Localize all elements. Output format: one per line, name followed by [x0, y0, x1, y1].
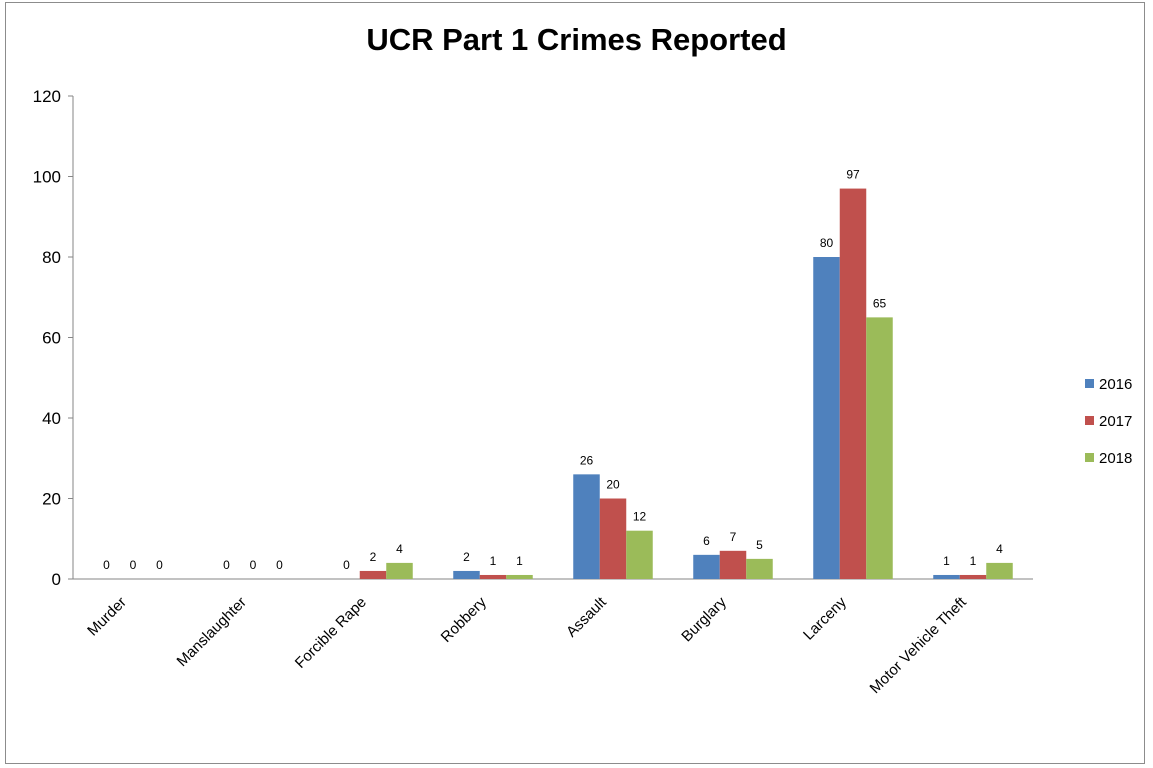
data-label: 26 [580, 453, 594, 467]
data-label: 2 [463, 550, 470, 564]
category-label: Robbery [438, 593, 490, 645]
bar [933, 574, 960, 579]
bar [599, 498, 627, 579]
data-label: 1 [943, 554, 950, 568]
data-label: 65 [873, 296, 887, 310]
data-label: 80 [820, 236, 834, 250]
category-label: Burglary [678, 593, 730, 645]
bar [359, 570, 387, 579]
category-label: Murder [84, 594, 130, 640]
category-label: Manslaughter [174, 594, 250, 670]
bar [986, 562, 1013, 579]
data-label: 4 [996, 542, 1003, 556]
data-label: 0 [103, 558, 110, 572]
data-label: 0 [250, 558, 257, 572]
bar [626, 530, 653, 579]
legend-label: 2017 [1099, 413, 1132, 430]
y-tick-label: 0 [52, 570, 61, 589]
y-tick-label: 100 [33, 168, 61, 187]
bar [866, 317, 893, 579]
data-label: 5 [756, 538, 763, 552]
y-tick-label: 60 [42, 329, 61, 348]
data-label: 6 [703, 534, 710, 548]
bar [719, 550, 747, 579]
data-label: 7 [730, 530, 737, 544]
bars [359, 188, 1013, 579]
data-label: 4 [396, 542, 403, 556]
bar [453, 570, 480, 579]
legend-swatch [1085, 379, 1094, 388]
bar [813, 257, 840, 579]
bar [693, 554, 720, 579]
y-tick-label: 40 [42, 409, 61, 428]
chart-frame [5, 2, 1145, 764]
category-label: Larceny [800, 593, 850, 643]
chart-title: UCR Part 1 Crimes Reported [366, 22, 787, 57]
legend-swatch [1085, 453, 1094, 462]
legend-swatch [1085, 416, 1094, 425]
data-label: 2 [370, 550, 377, 564]
data-label: 0 [156, 558, 163, 572]
y-tick-label: 80 [42, 248, 61, 267]
legend: 2016 2017 2018 [1085, 376, 1132, 467]
bar [746, 558, 773, 579]
category-labels: Murder Manslaughter Forcible Rape Robbery As… [84, 593, 970, 697]
legend-label: 2016 [1099, 376, 1132, 393]
data-label: 20 [606, 478, 620, 492]
bar [506, 574, 533, 579]
data-label: 0 [276, 558, 283, 572]
bar [839, 188, 867, 579]
bar [573, 474, 600, 579]
y-tick-label: 120 [33, 87, 61, 106]
bar [959, 574, 987, 579]
data-label: 1 [970, 554, 977, 568]
data-label: 1 [516, 554, 523, 568]
legend-label: 2018 [1099, 450, 1132, 467]
data-label: 97 [846, 168, 860, 182]
data-label: 0 [343, 558, 350, 572]
data-label: 12 [633, 510, 647, 524]
data-label: 1 [490, 554, 497, 568]
bar [479, 574, 507, 579]
bar [386, 562, 413, 579]
category-label: Assault [563, 593, 610, 640]
y-tick-label: 20 [42, 490, 61, 509]
data-label: 0 [130, 558, 137, 572]
category-label: Motor Vehicle Theft [867, 593, 971, 697]
data-label: 0 [223, 558, 230, 572]
category-label: Forcible Rape [292, 594, 370, 672]
